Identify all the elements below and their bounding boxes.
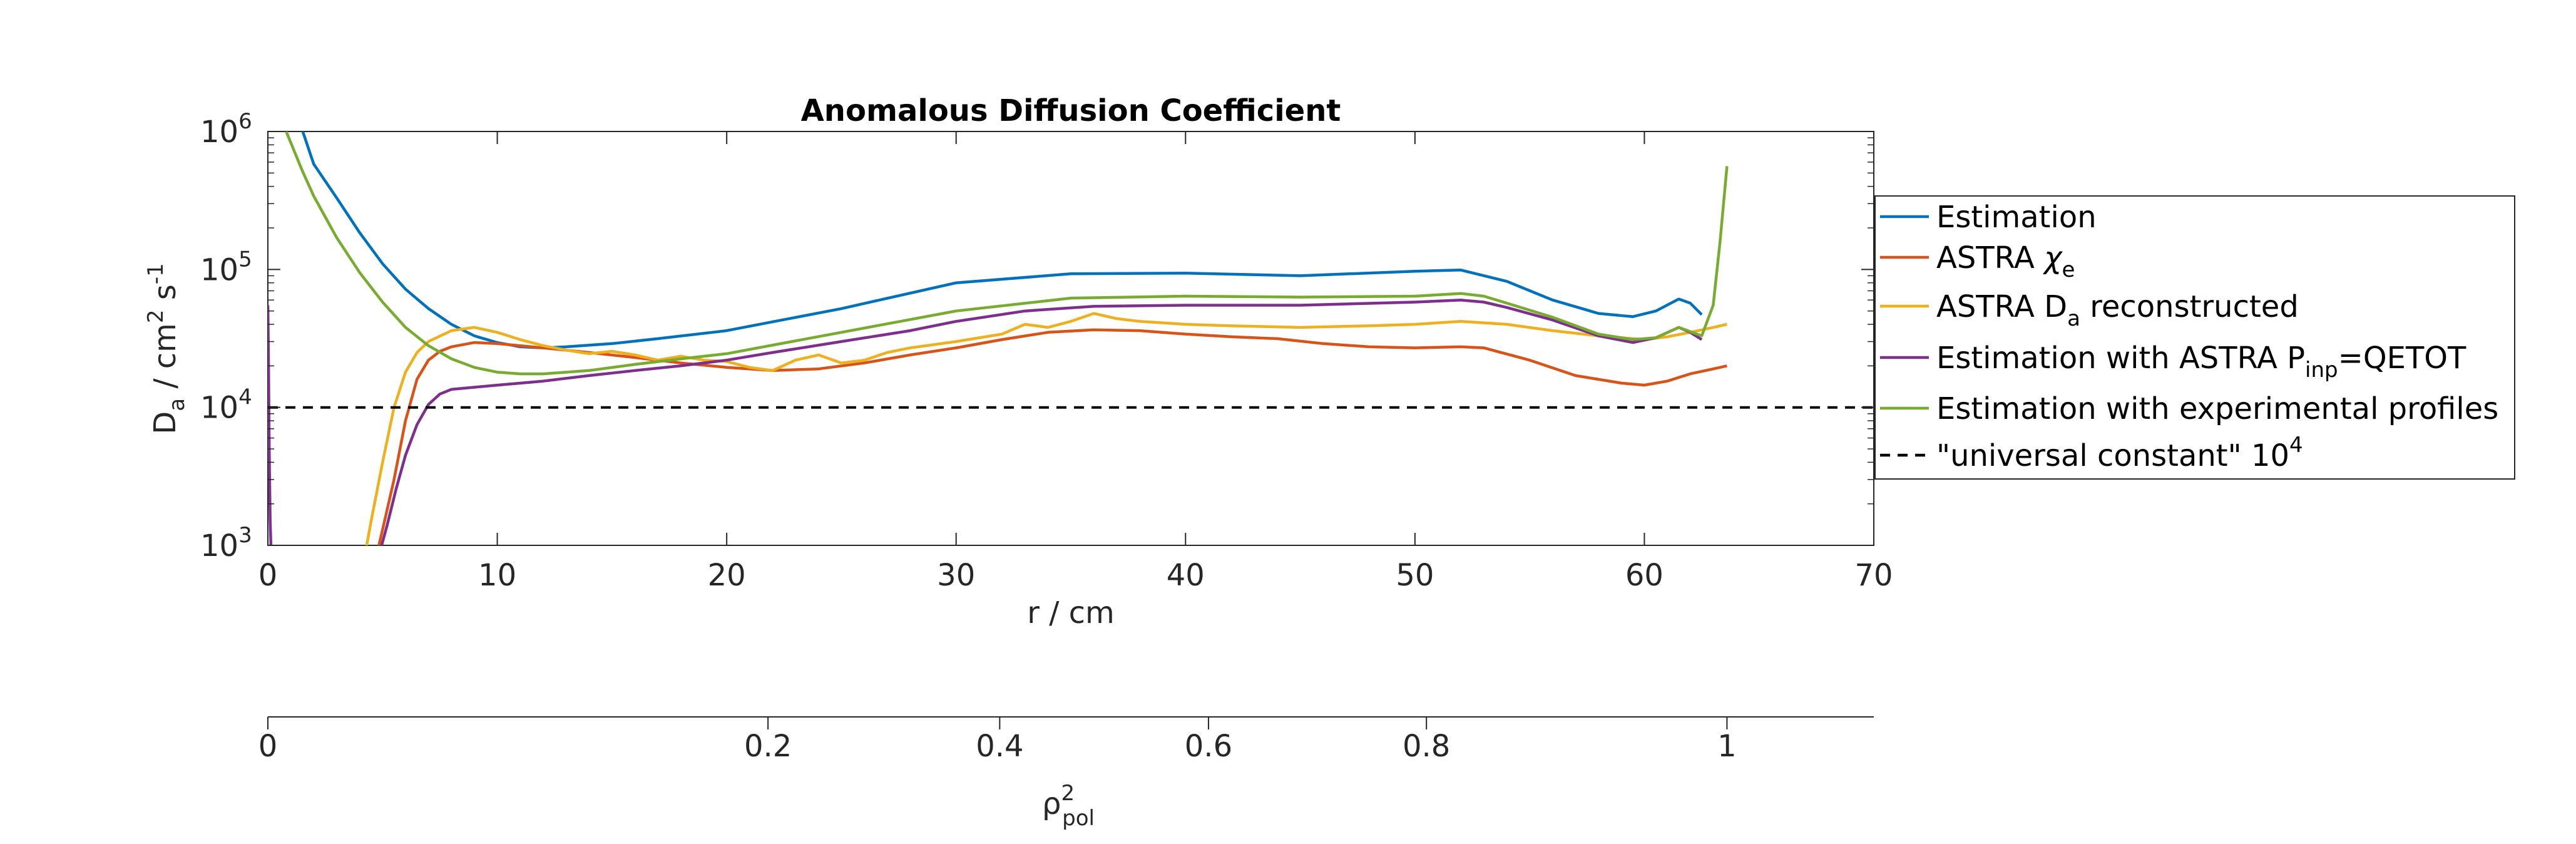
legend-label-1: Estimation — [1936, 200, 2097, 235]
series-line-5 — [285, 131, 1729, 376]
secondary-x-axis: 0 0.2 0.4 0.6 0.8 1 — [258, 716, 1874, 764]
x-tick-label: 0 — [258, 558, 278, 593]
y-axis: 103 104 105 106 — [200, 109, 1874, 564]
legend-box — [1874, 195, 2515, 480]
x-axis-label: r / cm — [1027, 595, 1115, 630]
x-tick-label: 50 — [1396, 558, 1434, 593]
x-axis: 0 10 20 30 40 50 60 70 — [258, 131, 1893, 593]
series-line-1 — [301, 131, 1703, 349]
y-tick-label: 105 — [200, 247, 252, 287]
x-tick-label: 30 — [937, 558, 975, 593]
legend-label-3: ASTRA Da reconstructed — [1936, 289, 2299, 331]
y-tick-label: 103 — [200, 523, 252, 564]
series-line-2 — [377, 328, 1727, 545]
series-lines — [268, 131, 1874, 545]
legend-label-6: "universal constant" 104 — [1936, 433, 2303, 473]
secondary-tick-label: 0.6 — [1185, 729, 1232, 764]
series-line-3 — [365, 312, 1727, 545]
x-tick-label: 10 — [478, 558, 516, 593]
series-line-4 — [268, 298, 1703, 545]
legend-label-4: Estimation with ASTRA Pinp=QETOT — [1936, 341, 2466, 383]
secondary-tick-label: 1 — [1717, 729, 1737, 764]
secondary-tick-label: 0.2 — [744, 729, 792, 764]
secondary-tick-label: 0.4 — [976, 729, 1023, 764]
y-tick-label: 104 — [200, 385, 252, 426]
y-axis-label: Da / cm2 s-1 — [143, 263, 190, 434]
x-tick-label: 60 — [1625, 558, 1664, 593]
secondary-tick-label: 0.8 — [1403, 729, 1450, 764]
x-tick-label: 40 — [1167, 558, 1205, 593]
x-tick-label: 70 — [1854, 558, 1893, 593]
legend: Estimation ASTRA χe ASTRA Da reconstructed… — [1874, 195, 2515, 480]
legend-label-2: ASTRA χe — [1936, 240, 2075, 282]
legend-label-5: Estimation with experimental profiles — [1936, 391, 2498, 426]
y-tick-label: 106 — [200, 109, 252, 150]
x-tick-label: 20 — [708, 558, 746, 593]
secondary-axis-label: ρ2 pol — [1042, 781, 1095, 831]
secondary-tick-label: 0 — [258, 729, 278, 764]
chart-title: Anomalous Diffusion Coefficient — [801, 93, 1341, 128]
